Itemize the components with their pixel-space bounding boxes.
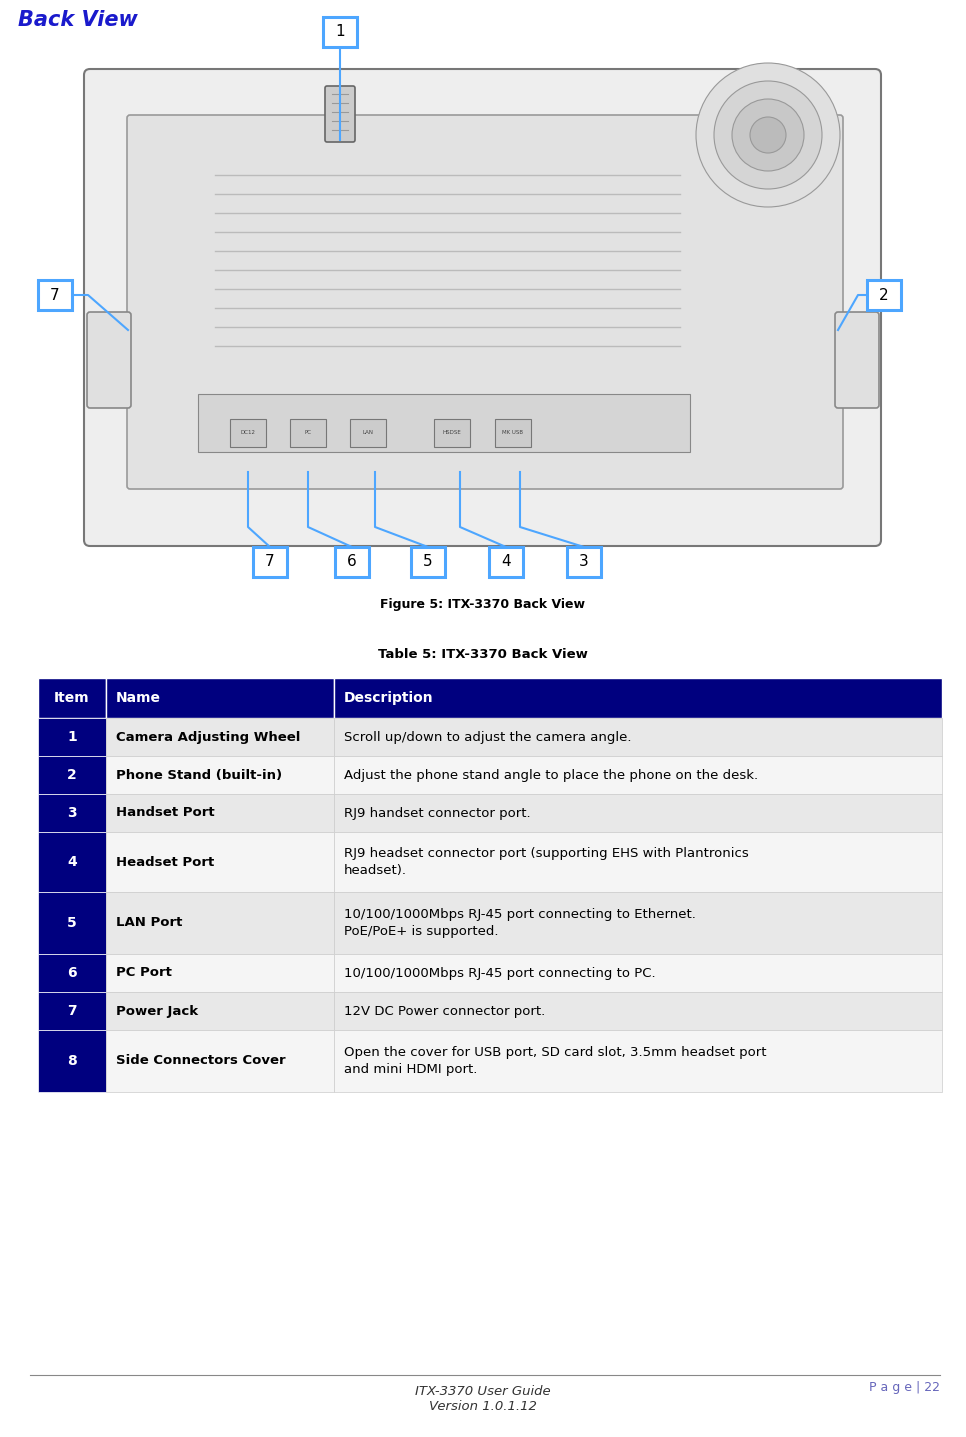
Text: Headset Port: Headset Port — [116, 855, 214, 868]
Bar — [38, 756, 106, 795]
Text: 4: 4 — [501, 555, 511, 569]
Bar — [106, 954, 334, 992]
Bar — [334, 718, 942, 756]
Text: headset).: headset). — [344, 864, 407, 877]
Text: P a g e | 22: P a g e | 22 — [869, 1381, 940, 1394]
FancyBboxPatch shape — [350, 420, 386, 447]
Text: Table 5: ITX-3370 Back View: Table 5: ITX-3370 Back View — [378, 648, 588, 661]
FancyBboxPatch shape — [323, 17, 357, 47]
Text: Adjust the phone stand angle to place the phone on the desk.: Adjust the phone stand angle to place th… — [344, 769, 758, 782]
FancyBboxPatch shape — [290, 420, 326, 447]
Circle shape — [714, 80, 822, 190]
FancyBboxPatch shape — [325, 86, 355, 142]
Circle shape — [750, 116, 786, 152]
FancyBboxPatch shape — [87, 312, 131, 408]
Bar — [38, 954, 106, 992]
Text: 5: 5 — [67, 915, 77, 930]
Text: RJ9 handset connector port.: RJ9 handset connector port. — [344, 806, 530, 819]
Bar — [106, 756, 334, 795]
FancyBboxPatch shape — [84, 69, 881, 546]
Circle shape — [732, 99, 804, 171]
Text: LAN Port: LAN Port — [116, 917, 183, 930]
Text: Description: Description — [344, 691, 434, 706]
Bar — [38, 718, 106, 756]
Text: 2: 2 — [67, 767, 77, 782]
Text: Name: Name — [116, 691, 161, 706]
Bar — [106, 892, 334, 954]
FancyBboxPatch shape — [867, 280, 901, 310]
Bar — [334, 678, 942, 718]
Bar — [198, 394, 690, 453]
Text: 2: 2 — [879, 287, 889, 303]
Bar — [106, 718, 334, 756]
Text: 4: 4 — [67, 855, 77, 869]
Bar — [106, 678, 334, 718]
Text: 6: 6 — [347, 555, 356, 569]
FancyBboxPatch shape — [434, 420, 470, 447]
Text: HSDSE: HSDSE — [442, 431, 462, 435]
Text: Camera Adjusting Wheel: Camera Adjusting Wheel — [116, 730, 300, 743]
Text: Open the cover for USB port, SD card slot, 3.5mm headset port: Open the cover for USB port, SD card slo… — [344, 1046, 766, 1059]
Text: Handset Port: Handset Port — [116, 806, 214, 819]
Bar — [334, 756, 942, 795]
Text: 10/100/1000Mbps RJ-45 port connecting to PC.: 10/100/1000Mbps RJ-45 port connecting to… — [344, 967, 656, 980]
Text: Item: Item — [54, 691, 90, 706]
Text: RJ9 headset connector port (supporting EHS with Plantronics: RJ9 headset connector port (supporting E… — [344, 848, 749, 861]
Bar — [38, 795, 106, 832]
FancyBboxPatch shape — [835, 312, 879, 408]
Text: 5: 5 — [423, 555, 433, 569]
Bar — [106, 832, 334, 892]
Text: 7: 7 — [68, 1004, 77, 1017]
Bar — [38, 892, 106, 954]
Text: Figure 5: ITX-3370 Back View: Figure 5: ITX-3370 Back View — [381, 598, 585, 611]
Bar — [38, 678, 106, 718]
Text: 3: 3 — [580, 555, 589, 569]
Text: ITX-3370 User Guide
Version 1.0.1.12: ITX-3370 User Guide Version 1.0.1.12 — [415, 1385, 551, 1413]
Bar — [334, 992, 942, 1030]
Text: 12V DC Power connector port.: 12V DC Power connector port. — [344, 1004, 545, 1017]
Bar — [38, 992, 106, 1030]
FancyBboxPatch shape — [253, 547, 287, 578]
Text: 10/100/1000Mbps RJ-45 port connecting to Ethernet.: 10/100/1000Mbps RJ-45 port connecting to… — [344, 908, 696, 921]
Bar — [334, 795, 942, 832]
Text: 1: 1 — [335, 24, 345, 39]
FancyBboxPatch shape — [230, 420, 266, 447]
Text: Side Connectors Cover: Side Connectors Cover — [116, 1055, 286, 1068]
Text: 1: 1 — [67, 730, 77, 744]
Text: PC Port: PC Port — [116, 967, 172, 980]
FancyBboxPatch shape — [127, 115, 843, 489]
Text: Scroll up/down to adjust the camera angle.: Scroll up/down to adjust the camera angl… — [344, 730, 632, 743]
Bar — [334, 832, 942, 892]
FancyBboxPatch shape — [38, 280, 72, 310]
Circle shape — [696, 63, 840, 207]
FancyBboxPatch shape — [411, 547, 445, 578]
FancyBboxPatch shape — [335, 547, 369, 578]
Text: Phone Stand (built-in): Phone Stand (built-in) — [116, 769, 282, 782]
Text: PC: PC — [304, 431, 311, 435]
FancyBboxPatch shape — [567, 547, 601, 578]
Bar — [106, 1030, 334, 1092]
Text: 3: 3 — [68, 806, 77, 821]
Text: DC12: DC12 — [241, 431, 255, 435]
Text: LAN: LAN — [362, 431, 374, 435]
Text: 7: 7 — [266, 555, 274, 569]
Text: 6: 6 — [68, 966, 77, 980]
Text: Back View: Back View — [18, 10, 138, 30]
Bar — [38, 1030, 106, 1092]
FancyBboxPatch shape — [495, 420, 531, 447]
Text: and mini HDMI port.: and mini HDMI port. — [344, 1063, 477, 1076]
FancyBboxPatch shape — [489, 547, 523, 578]
Bar — [334, 954, 942, 992]
Text: MK USB: MK USB — [502, 431, 524, 435]
Bar — [38, 832, 106, 892]
Text: 8: 8 — [67, 1053, 77, 1068]
Bar — [106, 992, 334, 1030]
Bar — [334, 892, 942, 954]
Text: 7: 7 — [50, 287, 60, 303]
Bar — [106, 795, 334, 832]
Text: PoE/PoE+ is supported.: PoE/PoE+ is supported. — [344, 925, 498, 938]
Bar — [334, 1030, 942, 1092]
Text: Power Jack: Power Jack — [116, 1004, 198, 1017]
